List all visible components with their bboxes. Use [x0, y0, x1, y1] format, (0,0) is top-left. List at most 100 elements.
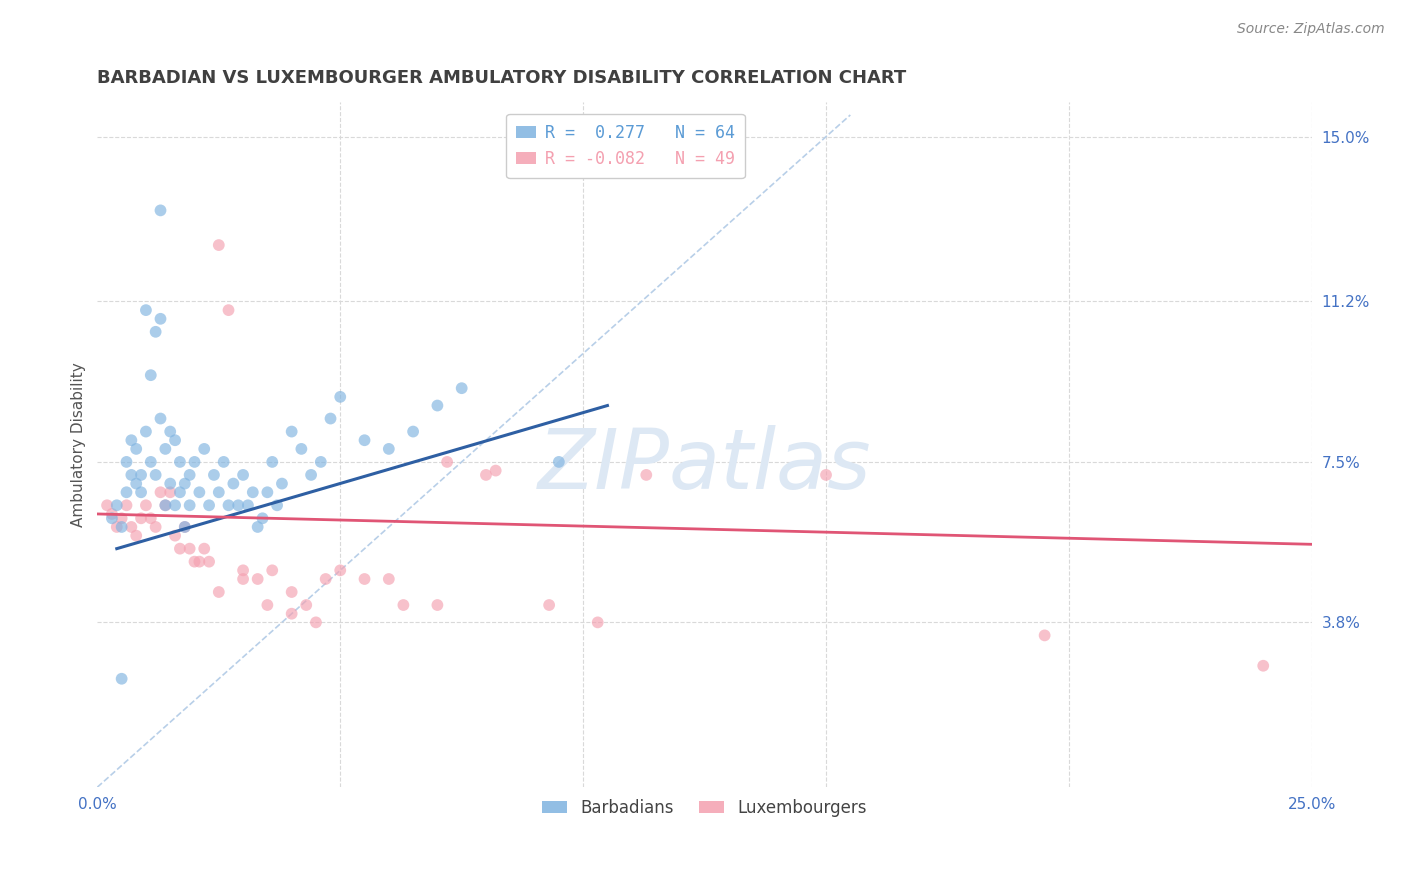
Point [115, 455, 138, 469]
Point [280, 585, 302, 599]
Point [226, 498, 249, 512]
Point [193, 442, 215, 456]
Point [290, 442, 312, 456]
Point [101, 507, 124, 521]
Point [198, 555, 221, 569]
Point [188, 485, 211, 500]
Point [193, 541, 215, 556]
Point [149, 411, 172, 425]
Point [636, 467, 658, 482]
Y-axis label: Ambulatory Disability: Ambulatory Disability [72, 362, 86, 527]
Point [165, 434, 187, 448]
Point [135, 498, 157, 512]
Point [105, 520, 128, 534]
Point [101, 511, 124, 525]
Point [139, 511, 162, 525]
Point [169, 541, 191, 556]
Text: ZIPatlas: ZIPatlas [537, 425, 872, 506]
Point [115, 485, 138, 500]
Text: BARBADIAN VS LUXEMBOURGER AMBULATORY DISABILITY CORRELATION CHART: BARBADIAN VS LUXEMBOURGER AMBULATORY DIS… [97, 69, 907, 87]
Point [450, 381, 472, 395]
Point [159, 425, 181, 439]
Point [129, 511, 152, 525]
Point [280, 425, 302, 439]
Point [353, 434, 375, 448]
Point [426, 399, 449, 413]
Point [256, 598, 278, 612]
Point [402, 425, 425, 439]
Point [173, 476, 195, 491]
Point [309, 455, 332, 469]
Point [538, 598, 561, 612]
Point [183, 455, 205, 469]
Point [159, 485, 181, 500]
Point [129, 485, 152, 500]
Point [179, 541, 201, 556]
Point [149, 485, 172, 500]
Point [475, 467, 498, 482]
Point [183, 555, 205, 569]
Point [125, 476, 148, 491]
Point [246, 520, 269, 534]
Point [135, 303, 157, 318]
Point [815, 467, 838, 482]
Point [149, 311, 172, 326]
Point [232, 572, 254, 586]
Point [299, 467, 322, 482]
Point [262, 563, 284, 577]
Point [135, 425, 157, 439]
Point [271, 476, 294, 491]
Point [129, 467, 152, 482]
Point [586, 615, 609, 630]
Point [120, 434, 142, 448]
Point [145, 520, 167, 534]
Point [242, 485, 264, 500]
Point [179, 498, 201, 512]
Point [139, 368, 162, 383]
Point [232, 467, 254, 482]
Point [295, 598, 318, 612]
Point [378, 442, 401, 456]
Point [222, 476, 245, 491]
Point [111, 672, 134, 686]
Point [547, 455, 569, 469]
Point [329, 563, 352, 577]
Point [1251, 658, 1274, 673]
Point [202, 467, 225, 482]
Point [319, 411, 342, 425]
Point [208, 485, 231, 500]
Text: Source: ZipAtlas.com: Source: ZipAtlas.com [1237, 22, 1385, 37]
Point [256, 485, 278, 500]
Point [392, 598, 415, 612]
Point [111, 520, 134, 534]
Point [232, 563, 254, 577]
Point [179, 467, 201, 482]
Point [96, 498, 118, 512]
Point [169, 455, 191, 469]
Point [426, 598, 449, 612]
Point [236, 498, 259, 512]
Point [315, 572, 337, 586]
Point [353, 572, 375, 586]
Point [115, 498, 138, 512]
Point [145, 467, 167, 482]
Point [111, 511, 134, 525]
Point [188, 555, 211, 569]
Point [436, 455, 458, 469]
Point [218, 498, 240, 512]
Point [305, 615, 328, 630]
Point [1033, 628, 1056, 642]
Point [266, 498, 288, 512]
Point [165, 498, 187, 512]
Point [252, 511, 274, 525]
Point [159, 476, 181, 491]
Point [329, 390, 352, 404]
Point [218, 303, 240, 318]
Point [105, 498, 128, 512]
Point [378, 572, 401, 586]
Point [169, 485, 191, 500]
Point [262, 455, 284, 469]
Point [125, 528, 148, 542]
Point [212, 455, 235, 469]
Point [208, 238, 231, 252]
